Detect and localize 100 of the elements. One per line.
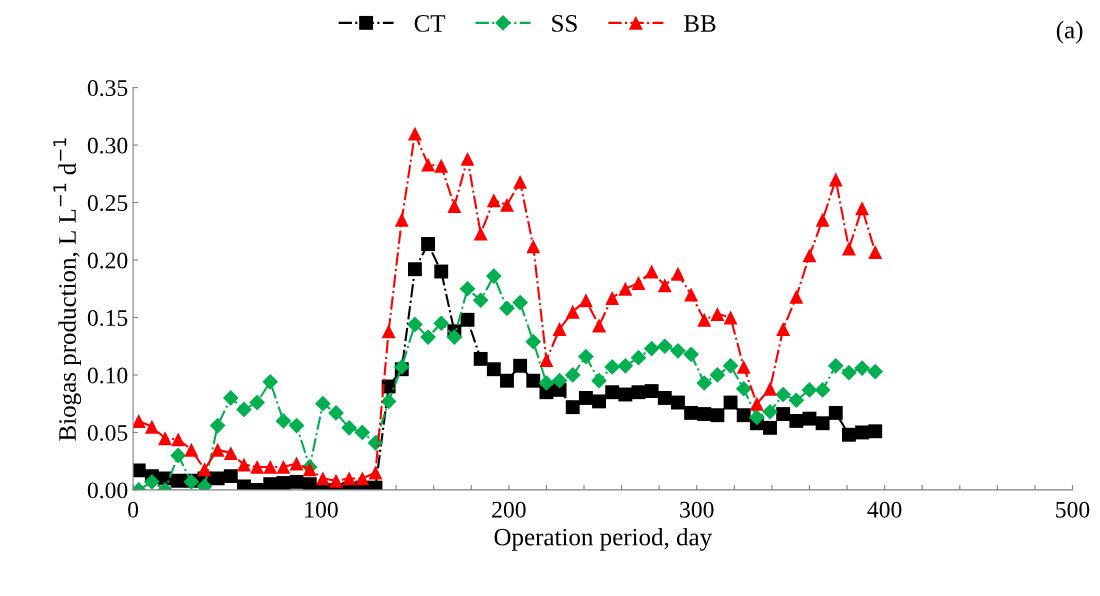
point — [460, 151, 475, 166]
point — [486, 193, 501, 208]
point — [776, 322, 791, 336]
point — [526, 373, 541, 388]
point — [789, 289, 804, 304]
point — [499, 300, 515, 317]
x-tick-label: 100 — [305, 501, 338, 518]
point — [802, 411, 817, 426]
point — [749, 396, 764, 411]
point — [723, 310, 738, 325]
point — [723, 395, 738, 410]
point — [841, 241, 856, 256]
point — [538, 375, 555, 391]
point — [591, 372, 607, 389]
x-tick-label: 200 — [492, 501, 526, 518]
point — [276, 459, 291, 474]
point — [170, 447, 187, 464]
point — [697, 312, 712, 327]
point — [341, 419, 358, 436]
point — [735, 380, 752, 397]
point — [710, 307, 725, 321]
point — [578, 391, 593, 405]
point — [762, 403, 778, 420]
y-tick-label: 0.00 — [87, 482, 128, 499]
point — [618, 387, 633, 402]
point — [407, 262, 422, 277]
point — [815, 416, 830, 431]
point — [407, 126, 422, 141]
point — [868, 424, 883, 439]
point — [749, 409, 765, 426]
point — [684, 287, 699, 302]
point — [671, 266, 685, 281]
point — [644, 264, 659, 279]
point — [144, 419, 159, 434]
point — [459, 280, 476, 297]
point — [380, 393, 397, 410]
point — [670, 342, 686, 359]
x-axis-title: Operation period, day — [494, 527, 713, 551]
point — [710, 408, 725, 423]
point — [618, 281, 633, 296]
point — [210, 471, 225, 486]
x-tick-label: 0 — [128, 501, 139, 518]
point — [421, 236, 436, 251]
point — [473, 351, 488, 366]
point — [354, 424, 371, 441]
point — [472, 292, 489, 309]
point — [500, 197, 514, 212]
point — [644, 384, 659, 399]
point — [526, 239, 541, 254]
point — [684, 405, 699, 420]
point — [592, 394, 606, 409]
point — [578, 293, 593, 308]
point — [500, 373, 514, 388]
point — [262, 374, 279, 390]
y-tick-label: 0.30 — [87, 137, 128, 154]
point — [315, 471, 330, 486]
point — [275, 413, 292, 429]
point — [302, 477, 317, 490]
point — [407, 316, 423, 333]
y-tick-label: 0.05 — [87, 424, 128, 441]
point — [171, 432, 186, 447]
point — [223, 446, 238, 461]
text: (a) — [1056, 20, 1083, 44]
point — [604, 359, 621, 375]
point — [446, 329, 463, 345]
point — [289, 474, 304, 489]
point — [775, 386, 792, 403]
point — [788, 392, 805, 409]
point — [329, 473, 343, 488]
point — [828, 172, 843, 187]
point — [671, 395, 685, 410]
x-tick-label: 500 — [1056, 501, 1090, 518]
point — [631, 276, 646, 290]
y-tick-label: 0.10 — [87, 367, 128, 384]
point — [525, 333, 542, 350]
point — [236, 401, 252, 418]
point — [763, 420, 777, 435]
point — [841, 427, 856, 442]
point — [776, 407, 791, 421]
point — [368, 465, 383, 480]
point — [250, 459, 265, 474]
point — [355, 471, 370, 486]
point — [433, 315, 450, 332]
point — [617, 357, 634, 374]
point — [421, 157, 436, 172]
point — [460, 312, 475, 327]
point — [867, 363, 884, 380]
point — [683, 346, 699, 363]
point — [486, 362, 501, 377]
point — [605, 385, 620, 400]
point — [696, 375, 713, 391]
point — [552, 322, 567, 336]
point — [802, 248, 817, 263]
point — [222, 390, 239, 406]
point — [394, 212, 409, 227]
point — [342, 471, 357, 486]
point — [381, 324, 396, 339]
point — [315, 395, 331, 412]
point — [434, 158, 449, 173]
point — [249, 394, 265, 411]
